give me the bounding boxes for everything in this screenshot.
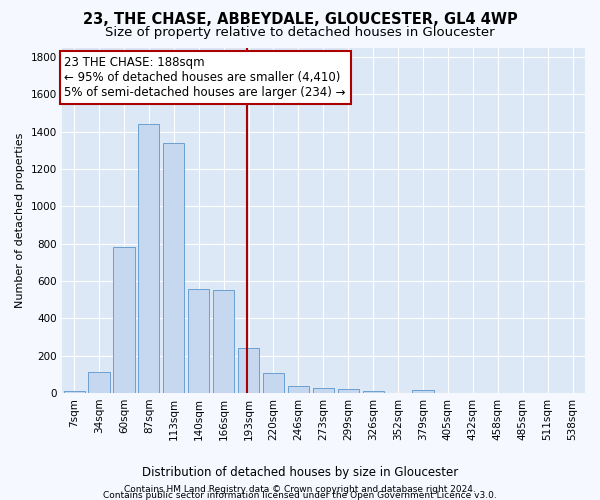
Bar	[362, 391, 384, 393]
Bar	[338, 390, 359, 393]
Bar	[263, 374, 284, 393]
Text: Contains HM Land Registry data © Crown copyright and database right 2024.: Contains HM Land Registry data © Crown c…	[124, 484, 476, 494]
Text: Contains public sector information licensed under the Open Government Licence v3: Contains public sector information licen…	[103, 492, 497, 500]
Bar	[213, 290, 234, 393]
Text: 23, THE CHASE, ABBEYDALE, GLOUCESTER, GL4 4WP: 23, THE CHASE, ABBEYDALE, GLOUCESTER, GL…	[83, 12, 517, 28]
Text: Size of property relative to detached houses in Gloucester: Size of property relative to detached ho…	[105, 26, 495, 39]
Bar	[412, 390, 434, 393]
Bar	[138, 124, 160, 393]
Text: 23 THE CHASE: 188sqm
← 95% of detached houses are smaller (4,410)
5% of semi-det: 23 THE CHASE: 188sqm ← 95% of detached h…	[64, 56, 346, 99]
Text: Distribution of detached houses by size in Gloucester: Distribution of detached houses by size …	[142, 466, 458, 479]
Bar	[188, 290, 209, 393]
Bar	[113, 248, 134, 393]
Bar	[238, 348, 259, 393]
Y-axis label: Number of detached properties: Number of detached properties	[15, 132, 25, 308]
Bar	[288, 386, 309, 393]
Bar	[64, 391, 85, 393]
Bar	[163, 142, 184, 393]
Bar	[88, 372, 110, 393]
Bar	[313, 388, 334, 393]
